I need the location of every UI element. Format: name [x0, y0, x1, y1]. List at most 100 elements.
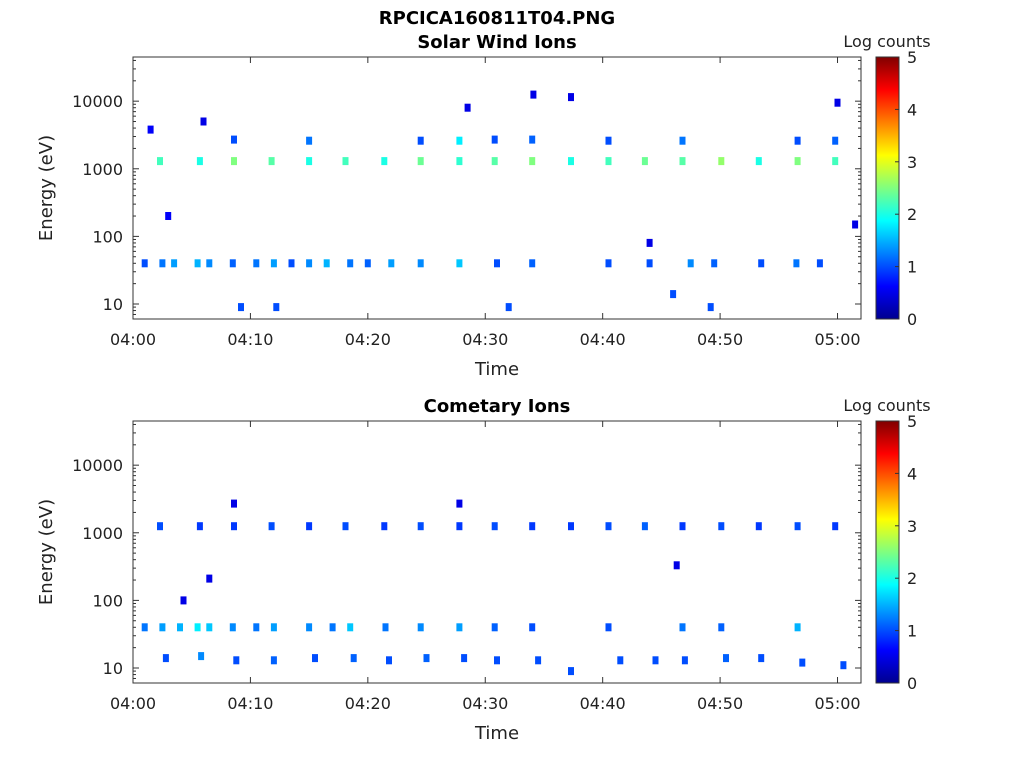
data-cell [342, 522, 349, 531]
data-cell [852, 220, 859, 229]
data-cell [270, 656, 277, 665]
y-tick-label: 100 [92, 227, 123, 246]
x-axis-label: Time [474, 723, 519, 744]
data-cell [159, 623, 166, 632]
data-cell [755, 157, 762, 166]
data-cell [718, 522, 725, 531]
y-tick-label: 10000 [72, 92, 123, 111]
data-cell [568, 522, 574, 531]
y-axis-ticks: 10 100 1000 10000 [72, 423, 861, 684]
x-tick-label: 04:30 [462, 694, 508, 713]
data-cell [165, 212, 172, 220]
data-marks [141, 499, 847, 676]
data-cell [456, 259, 463, 268]
data-cell [679, 136, 686, 145]
data-cell [268, 522, 275, 531]
plot-frame [132, 420, 862, 684]
data-cell [417, 259, 424, 268]
data-cell [231, 157, 237, 166]
data-cell [229, 623, 236, 632]
x-tick-label: 04:20 [345, 330, 391, 349]
data-cell [529, 157, 536, 166]
data-cell [347, 259, 354, 268]
data-cell [464, 103, 471, 112]
data-cell [381, 157, 388, 166]
y-tick-label: 10000 [72, 456, 123, 475]
data-cell [386, 656, 392, 665]
data-cell [268, 157, 275, 166]
data-cell [673, 561, 680, 570]
data-cell [229, 259, 236, 268]
data-cell [417, 623, 424, 632]
data-cell [306, 157, 313, 166]
data-cell [141, 623, 148, 632]
x-tick-label: 04:50 [697, 330, 743, 349]
data-cell [646, 238, 653, 247]
data-marks [141, 90, 859, 312]
data-cell [461, 654, 468, 663]
data-cell [641, 522, 648, 531]
colorbar-tick-label: 2 [907, 569, 917, 588]
colorbar-tick-label: 5 [907, 412, 917, 431]
data-cell [417, 136, 424, 145]
data-cell [196, 522, 203, 531]
data-cell [206, 574, 213, 583]
colorbar-tick-label: 2 [907, 205, 917, 224]
data-cell [605, 259, 612, 268]
colorbar-label: Log counts [843, 32, 930, 51]
plot-frame [132, 56, 862, 320]
data-cell [494, 656, 500, 665]
data-cell [758, 654, 765, 663]
data-cell [681, 656, 688, 665]
colorbar-tick-label: 3 [907, 517, 917, 536]
x-tick-label: 04:00 [110, 694, 156, 713]
data-cell [238, 303, 244, 312]
data-cell [568, 667, 574, 676]
data-cell [456, 623, 463, 632]
data-cell [679, 157, 686, 166]
data-cell [456, 499, 463, 508]
data-cell [652, 656, 659, 665]
data-cell [162, 654, 169, 663]
data-cell [273, 303, 280, 312]
data-cell [270, 259, 277, 268]
x-tick-label: 05:00 [814, 330, 860, 349]
y-axis-label: Energy (eV) [36, 135, 57, 241]
data-cell [617, 656, 624, 665]
data-cell [233, 656, 240, 665]
data-cell [231, 499, 237, 508]
y-tick-label: 10 [103, 659, 123, 678]
data-cell [529, 135, 536, 144]
colorbar-tick-label: 4 [907, 100, 917, 119]
x-axis-ticks: 04:00 04:10 04:20 04:30 04:40 04:50 05:00 [110, 421, 861, 713]
y-axis-label: Energy (eV) [36, 499, 57, 605]
data-cell [253, 259, 260, 268]
colorbar-tick-label: 0 [907, 674, 917, 693]
data-cell [529, 259, 536, 268]
colorbar [875, 56, 900, 320]
data-cell [206, 623, 213, 632]
data-cell [799, 658, 806, 667]
y-tick-label: 1000 [82, 160, 123, 179]
data-cell [312, 654, 318, 663]
x-tick-label: 04:20 [345, 694, 391, 713]
y-tick-label: 10 [103, 295, 123, 314]
x-tick-label: 04:40 [580, 330, 626, 349]
data-cell [794, 522, 801, 531]
data-cell [350, 654, 357, 663]
colorbar-ticks: 0 1 2 3 4 5 [895, 412, 917, 693]
data-cell [206, 259, 213, 268]
x-tick-label: 04:10 [227, 694, 273, 713]
data-cell [200, 117, 207, 126]
y-tick-label: 1000 [82, 524, 123, 543]
data-cell [718, 157, 725, 166]
data-cell [646, 259, 653, 268]
data-cell [718, 623, 725, 632]
data-cell [707, 303, 714, 312]
data-cell [196, 157, 203, 166]
data-cell [288, 259, 295, 268]
colorbar-tick-label: 5 [907, 48, 917, 67]
data-cell [381, 522, 388, 531]
